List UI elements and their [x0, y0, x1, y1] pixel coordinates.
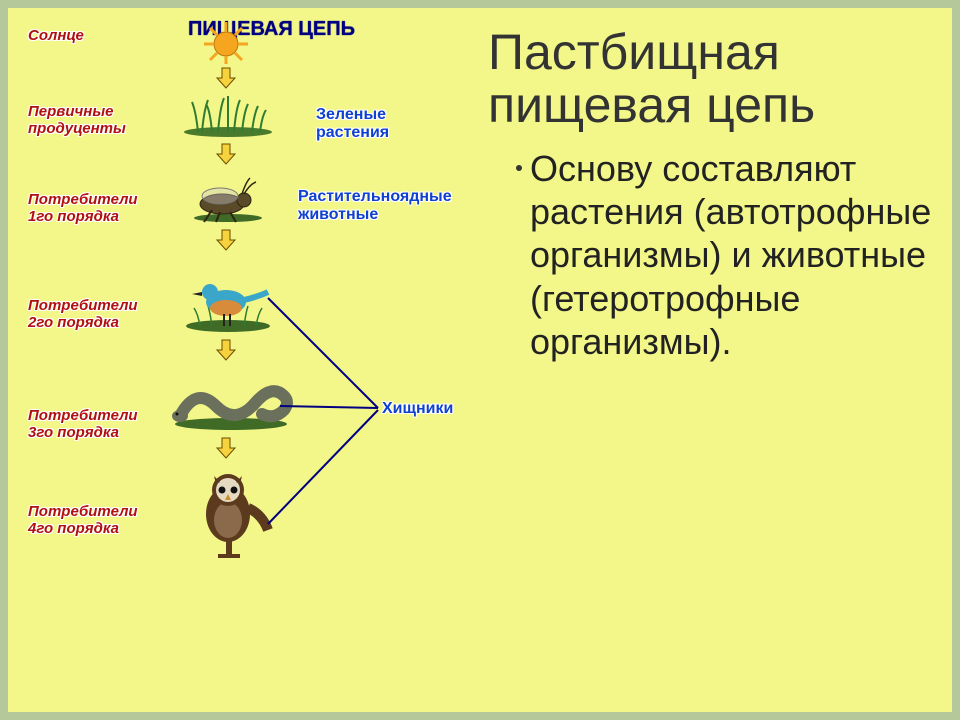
bird-icon [178, 256, 278, 334]
right-panel: Пастбищная пищевая цепь Основу составляю… [488, 8, 952, 712]
sun-icon [198, 18, 254, 64]
bullet-row: Основу составляют растения (автотрофные … [488, 147, 940, 363]
label-predators: Хищники [382, 400, 453, 418]
label-green-plants: Зеленыерастения [316, 106, 389, 141]
bullet-text: Основу составляют растения (автотрофные … [530, 147, 940, 363]
slide-title: Пастбищная пищевая цепь [488, 20, 940, 147]
slide: Пастбищная пищевая цепь Основу составляю… [0, 0, 960, 720]
label-consumer2: Потребители2го порядка [28, 298, 138, 331]
arrow-4 [215, 338, 237, 362]
label-consumer1: Потребители1го порядка [28, 192, 138, 225]
food-chain-diagram: ПИЩЕВАЯ ЦЕПЬ Солнце [8, 8, 488, 712]
arrow-3 [215, 228, 237, 252]
arrow-5 [215, 436, 237, 460]
arrow-1 [215, 66, 237, 90]
predator-connectors [268, 288, 398, 538]
arrow-2 [215, 142, 237, 166]
label-producers: Первичныепродуценты [28, 104, 126, 137]
owl-icon [188, 464, 278, 564]
bullet-dot [516, 165, 522, 171]
label-consumer4: Потребители4го порядка [28, 504, 138, 537]
grass-icon [178, 92, 278, 138]
insect-icon [186, 170, 270, 224]
label-sun: Солнце [28, 28, 84, 45]
label-herbivores: Растительноядныеживотные [298, 188, 452, 223]
label-consumer3: Потребители3го порядка [28, 408, 138, 441]
